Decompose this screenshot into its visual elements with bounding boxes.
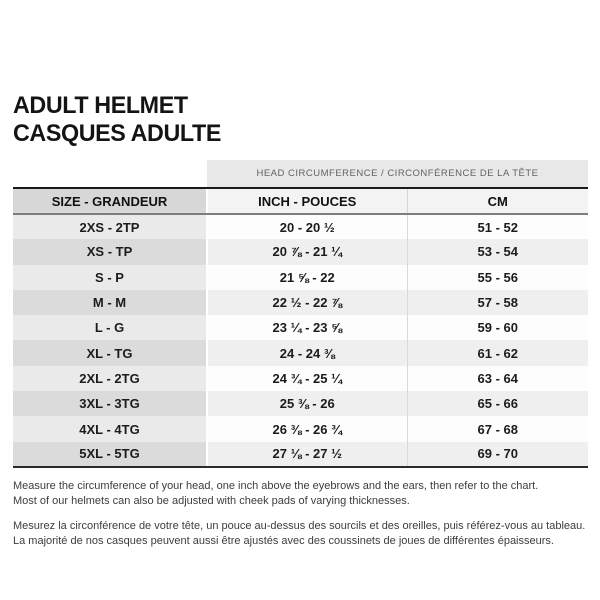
page-title-en: ADULT HELMET [13, 92, 188, 119]
size-cell: 3XL - 3TG [13, 391, 207, 417]
table-row: 2XL - 2TG 24 ¾ - 25 ¼ 63 - 64 [13, 365, 588, 392]
instructions-en-line1: Measure the circumference of your head, … [13, 480, 539, 492]
size-chart-table: HEAD CIRCUMFERENCE / CIRCONFÉRENCE DE LA… [13, 160, 588, 468]
size-cell: 2XS - 2TP [13, 214, 207, 240]
cm-cell: 63 - 64 [406, 365, 588, 392]
measurement-instructions: Measure the circumference of your head, … [13, 479, 593, 549]
page-title-fr: CASQUES ADULTE [13, 120, 221, 147]
column-header-size: SIZE - GRANDEUR [13, 187, 207, 215]
table-row: 2XS - 2TP 20 - 20 ½ 51 - 52 [13, 214, 588, 240]
size-cell: S - P [13, 264, 207, 290]
size-cell: 4XL - 4TG [13, 416, 207, 442]
table-row: 4XL - 4TG 26 ⅜ - 26 ¾ 67 - 68 [13, 416, 588, 442]
size-cell: L - G [13, 315, 207, 341]
cm-cell: 61 - 62 [406, 340, 588, 366]
table-row: L - G 23 ¼ - 23 ⅝ 59 - 60 [13, 315, 588, 341]
size-cell: XS - TP [13, 239, 207, 265]
column-header-inch: INCH - POUCES [206, 187, 407, 215]
size-cell: XL - TG [13, 340, 207, 366]
inch-cell: 22 ½ - 22 ⅞ [206, 289, 407, 316]
inch-cell: 24 - 24 ⅜ [206, 340, 407, 366]
size-cell: 2XL - 2TG [13, 365, 207, 392]
cm-cell: 59 - 60 [406, 315, 588, 341]
banner-row: HEAD CIRCUMFERENCE / CIRCONFÉRENCE DE LA… [13, 160, 588, 188]
cm-cell: 55 - 56 [406, 264, 588, 290]
table-body: 2XS - 2TP 20 - 20 ½ 51 - 52 XS - TP 20 ⅞… [13, 214, 588, 468]
table-row: M - M 22 ½ - 22 ⅞ 57 - 58 [13, 289, 588, 316]
inch-cell: 20 ⅞ - 21 ¼ [206, 239, 407, 265]
table-row: 5XL - 5TG 27 ⅛ - 27 ½ 69 - 70 [13, 441, 588, 468]
inch-cell: 24 ¾ - 25 ¼ [206, 365, 407, 392]
cm-cell: 65 - 66 [406, 391, 588, 417]
inch-cell: 25 ⅜ - 26 [206, 391, 407, 417]
size-cell: M - M [13, 289, 207, 316]
inch-cell: 26 ⅜ - 26 ¾ [206, 416, 407, 442]
cm-cell: 53 - 54 [406, 239, 588, 265]
table-row: XL - TG 24 - 24 ⅜ 61 - 62 [13, 340, 588, 366]
cm-cell: 51 - 52 [406, 214, 588, 240]
cm-cell: 69 - 70 [406, 441, 588, 468]
page-title: ADULT HELMET CASQUES ADULTE [13, 92, 221, 148]
column-header-cm: CM [406, 187, 588, 215]
instructions-fr-line1: Mesurez la circonférence de votre tête, … [13, 520, 586, 532]
footnote-gap [13, 509, 593, 519]
banner-spacer [13, 160, 207, 188]
table-row: XS - TP 20 ⅞ - 21 ¼ 53 - 54 [13, 239, 588, 265]
table-row: S - P 21 ⅝ - 22 55 - 56 [13, 264, 588, 290]
cm-cell: 67 - 68 [406, 416, 588, 442]
instructions-fr-line2: La majorité de nos casques peuvent aussi… [13, 535, 554, 547]
inch-cell: 20 - 20 ½ [206, 214, 407, 240]
inch-cell: 23 ¼ - 23 ⅝ [206, 315, 407, 341]
size-cell: 5XL - 5TG [13, 441, 207, 468]
column-header-row: SIZE - GRANDEUR INCH - POUCES CM [13, 187, 588, 215]
instructions-en-line2: Most of our helmets can also be adjusted… [13, 495, 410, 507]
inch-cell: 27 ⅛ - 27 ½ [206, 441, 407, 468]
cm-cell: 57 - 58 [406, 289, 588, 316]
head-circumference-banner: HEAD CIRCUMFERENCE / CIRCONFÉRENCE DE LA… [207, 160, 588, 188]
inch-cell: 21 ⅝ - 22 [206, 264, 407, 290]
table-row: 3XL - 3TG 25 ⅜ - 26 65 - 66 [13, 391, 588, 417]
